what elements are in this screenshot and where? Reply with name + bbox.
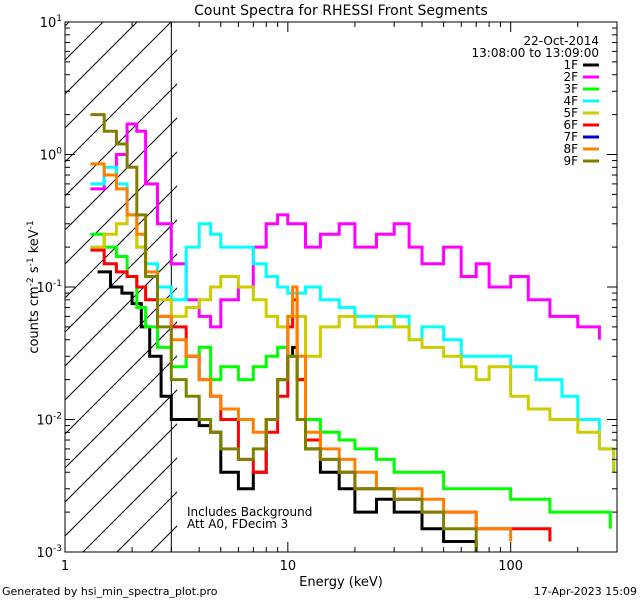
x-tick-label: 100	[498, 559, 523, 574]
legend-label-6f: 6F	[563, 118, 578, 132]
legend-label-5f: 5F	[563, 106, 578, 120]
footer-generated-by: Generated by hsi_min_spectra_plot.pro	[2, 585, 218, 598]
axis-ticks	[64, 21, 618, 553]
series-line-5f	[90, 213, 616, 473]
x-tick-label: 1	[61, 559, 69, 574]
hatch-line	[65, 219, 177, 333]
series-layer	[90, 113, 616, 552]
annotation-background: Includes Background	[187, 505, 312, 519]
hatch-line	[65, 389, 177, 503]
date-label: 22-Oct-2014	[523, 34, 599, 48]
legend-label-9f: 9F	[563, 154, 578, 168]
series-line-9f	[90, 113, 478, 552]
annotation-attenuator: Att A0, FDecim 3	[187, 517, 288, 531]
hatch-line	[65, 49, 177, 163]
y-tick-labels: 10-3 10-2 10-1 100 101	[36, 14, 62, 561]
hatch-line	[65, 22, 172, 129]
y-tick-label: 101	[40, 14, 62, 31]
hatch-line	[65, 83, 177, 197]
hatch-line	[65, 151, 177, 265]
legend-label-1f: 1F	[563, 58, 578, 72]
hatch-line	[65, 22, 138, 95]
y-tick-label: 10-1	[36, 279, 62, 296]
hatch-line	[65, 423, 177, 537]
legend-label-2f: 2F	[563, 70, 578, 84]
chart-title: Count Spectra for RHESSI Front Segments	[194, 3, 488, 19]
x-tick-label: 10	[280, 559, 297, 574]
legend-label-4f: 4F	[563, 94, 578, 108]
series-line-2f	[90, 122, 601, 340]
y-axis-label: counts cm-2 s-1 keV-1	[26, 220, 42, 353]
hatch-line	[65, 22, 104, 61]
y-tick-label: 10-2	[36, 412, 62, 429]
hatch-line	[82, 457, 177, 552]
series-line-4f	[90, 165, 616, 473]
x-tick-labels: 1 10 100	[61, 559, 523, 574]
footer-timestamp: 17-Apr-2023 15:09	[534, 585, 637, 598]
legend-label-7f: 7F	[563, 130, 578, 144]
series-line-8f	[90, 162, 513, 542]
hatch-line	[65, 185, 177, 299]
y-tick-label: 100	[40, 147, 63, 164]
y-tick-label: 10-3	[36, 544, 62, 561]
hatch-line	[116, 491, 177, 552]
hatch-line	[65, 355, 177, 469]
legend-label-8f: 8F	[563, 142, 578, 156]
hatch-line	[65, 22, 70, 27]
x-axis-label: Energy (keV)	[299, 575, 383, 590]
series-line-3f	[90, 232, 612, 529]
legend-label-3f: 3F	[563, 82, 578, 96]
time-range-label: 13:08:00 to 13:09:00	[472, 46, 599, 60]
